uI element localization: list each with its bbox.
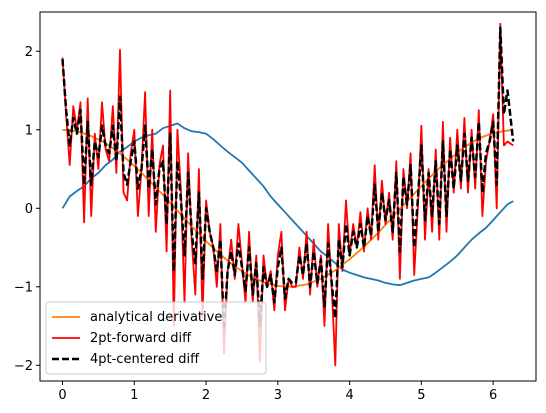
legend-label-2pt-forward-diff: 2pt-forward diff bbox=[90, 331, 192, 346]
legend: analytical derivative 2pt-forward diff 4… bbox=[45, 301, 267, 375]
x-tick-label: 4 bbox=[345, 388, 353, 403]
legend-label-analytical-derivative: analytical derivative bbox=[90, 310, 222, 325]
axes-frame bbox=[39, 11, 537, 382]
legend-box bbox=[45, 301, 267, 375]
series-blue-line bbox=[61, 122, 514, 287]
series-4pt-centered-diff bbox=[61, 26, 515, 332]
y-axis-ticks: −2 −1 0 1 2 bbox=[14, 45, 40, 374]
y-tick-label: −1 bbox=[14, 280, 33, 295]
x-tick-label: 6 bbox=[489, 388, 497, 403]
y-tick-label: −2 bbox=[14, 359, 33, 374]
y-tick-label: 1 bbox=[25, 123, 33, 138]
series-layer bbox=[61, 22, 515, 367]
x-tick-label: 0 bbox=[58, 388, 66, 403]
x-tick-label: 2 bbox=[202, 388, 210, 403]
x-tick-label: 3 bbox=[274, 388, 282, 403]
y-tick-label: 0 bbox=[25, 202, 33, 217]
x-tick-label: 1 bbox=[130, 388, 138, 403]
y-tick-label: 2 bbox=[25, 45, 33, 60]
legend-label-4pt-centered-diff: 4pt-centered diff bbox=[90, 352, 200, 367]
x-axis-ticks: 0 1 2 3 4 5 6 bbox=[58, 381, 497, 403]
x-tick-label: 5 bbox=[417, 388, 425, 403]
